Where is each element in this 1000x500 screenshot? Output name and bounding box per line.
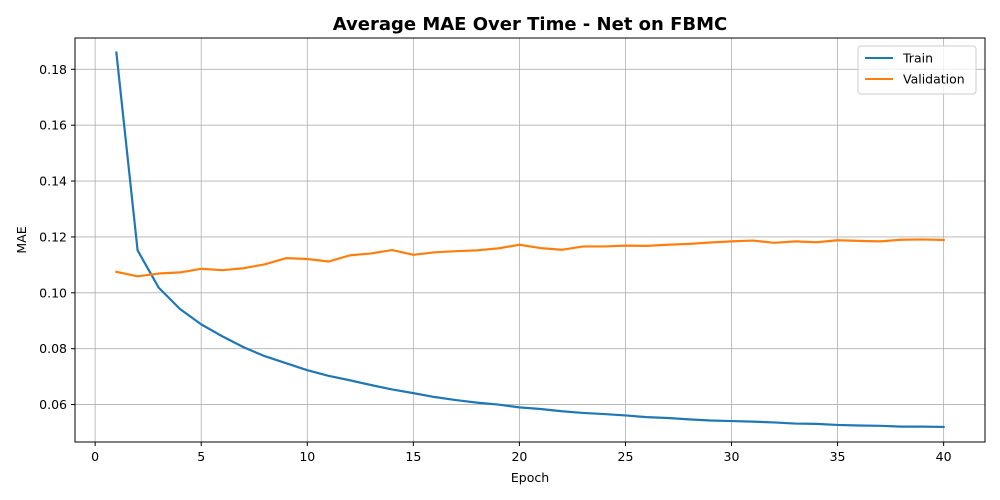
x-tick-label: 15 [405, 449, 421, 464]
chart-title: Average MAE Over Time - Net on FBMC [333, 14, 728, 35]
grid-lines [75, 38, 985, 442]
y-tick-label: 0.08 [39, 341, 67, 356]
x-tick-label: 0 [91, 449, 99, 464]
plot-frame [74, 37, 986, 443]
x-tick-label: 20 [511, 449, 527, 464]
x-tick-label: 40 [936, 449, 952, 464]
x-tick-label: 30 [724, 449, 740, 464]
y-tick-label: 0.16 [39, 118, 67, 133]
y-axis-label: MAE [14, 226, 29, 253]
series-line-train [115, 51, 945, 429]
legend-label-validation: Validation [903, 72, 965, 87]
x-axis-ticks: 0 5 10 15 20 25 30 35 40 [91, 442, 952, 464]
x-axis-label: Epoch [511, 470, 549, 485]
legend: Train Validation [857, 45, 977, 95]
y-tick-label: 0.10 [39, 285, 67, 300]
x-tick-label: 25 [618, 449, 634, 464]
y-tick-label: 0.06 [39, 397, 67, 412]
x-tick-label: 5 [197, 449, 205, 464]
x-tick-label: 10 [299, 449, 315, 464]
series-line-validation [115, 238, 945, 278]
series-lines [115, 51, 945, 429]
y-tick-label: 0.18 [39, 62, 67, 77]
legend-label-train: Train [902, 51, 933, 66]
x-tick-label: 35 [830, 449, 846, 464]
y-axis-ticks: 0.06 0.08 0.10 0.12 0.14 0.16 0.18 [39, 62, 75, 412]
y-tick-label: 0.12 [39, 229, 67, 244]
y-tick-label: 0.14 [39, 174, 67, 189]
